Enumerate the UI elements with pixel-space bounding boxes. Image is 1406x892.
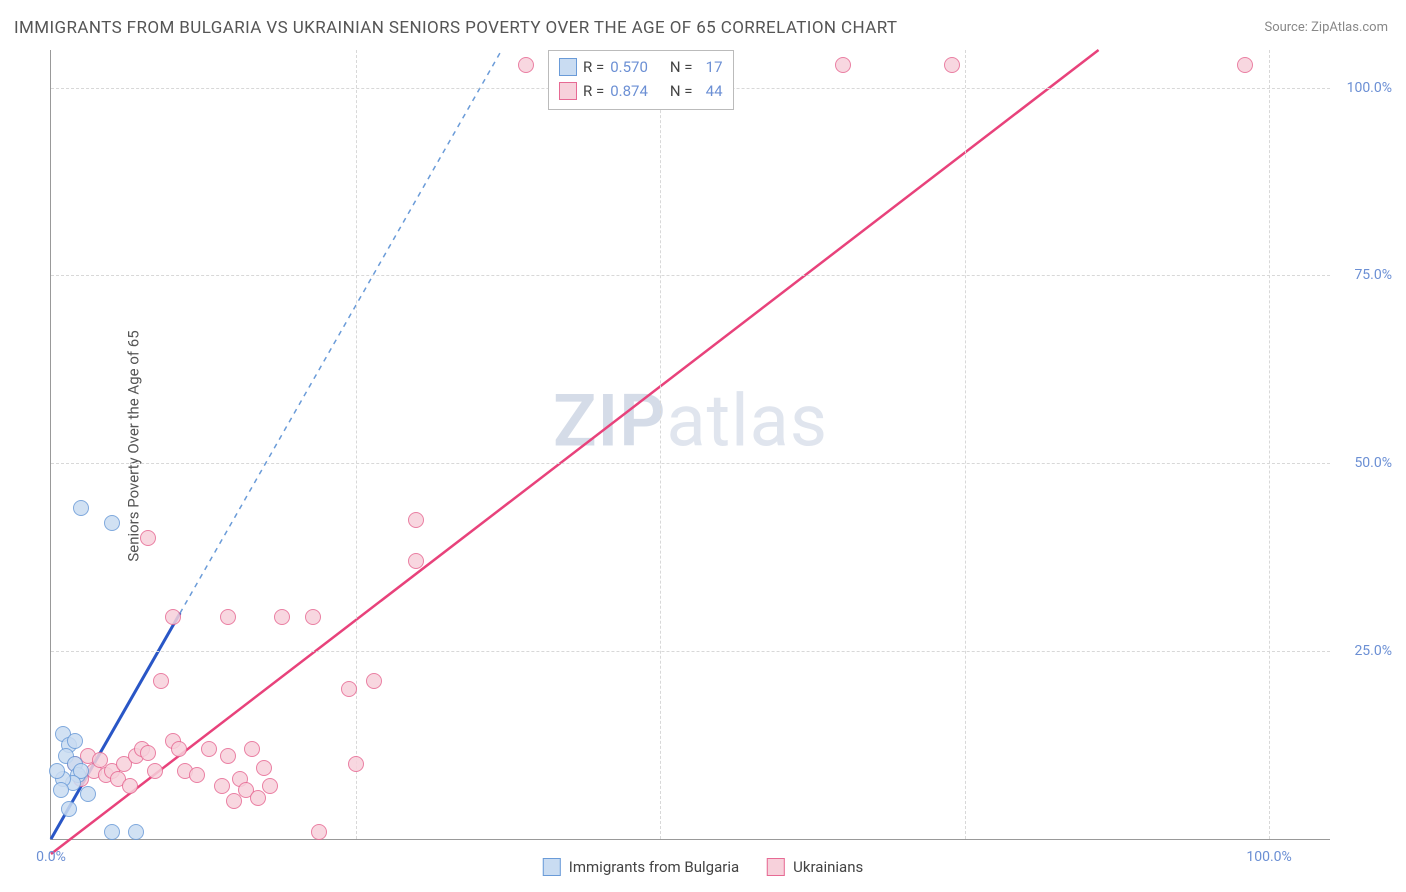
legend-swatch-icon xyxy=(543,858,561,876)
gridline-vertical xyxy=(356,50,357,839)
source-label: Source: ZipAtlas.com xyxy=(1264,20,1388,35)
data-point xyxy=(67,733,83,749)
n-label: N = xyxy=(670,55,693,79)
data-point xyxy=(61,801,77,817)
trend-lines-svg xyxy=(51,50,1330,839)
data-point xyxy=(153,673,169,689)
gridline-vertical xyxy=(965,50,966,839)
y-tick-label: 25.0% xyxy=(1337,643,1392,659)
data-point xyxy=(244,741,260,757)
data-point xyxy=(122,778,138,794)
data-point xyxy=(835,57,851,73)
data-point xyxy=(341,681,357,697)
legend-swatch-icon xyxy=(559,82,577,100)
data-point xyxy=(104,824,120,840)
data-point xyxy=(171,741,187,757)
data-point xyxy=(366,673,382,689)
legend-item: Ukrainians xyxy=(767,858,863,876)
legend-row: R = 0.874 N = 44 xyxy=(559,79,723,103)
chart-title: IMMIGRANTS FROM BULGARIA VS UKRAINIAN SE… xyxy=(14,18,897,38)
data-point xyxy=(49,763,65,779)
legend-row: R = 0.570 N = 17 xyxy=(559,55,723,79)
data-point xyxy=(311,824,327,840)
x-tick-label: 100.0% xyxy=(1246,849,1291,865)
data-point xyxy=(408,553,424,569)
y-tick-label: 50.0% xyxy=(1337,455,1392,471)
data-point xyxy=(220,609,236,625)
r-value: 0.570 xyxy=(610,55,648,79)
series-legend: Immigrants from Bulgaria Ukrainians xyxy=(543,858,863,876)
legend-item: Immigrants from Bulgaria xyxy=(543,858,739,876)
data-point xyxy=(80,786,96,802)
data-point xyxy=(214,778,230,794)
data-point xyxy=(348,756,364,772)
data-point xyxy=(305,609,321,625)
data-point xyxy=(73,500,89,516)
legend-swatch-icon xyxy=(559,58,577,76)
data-point xyxy=(165,609,181,625)
y-tick-label: 75.0% xyxy=(1337,267,1392,283)
r-value: 0.874 xyxy=(610,79,648,103)
data-point xyxy=(518,57,534,73)
data-point xyxy=(1237,57,1253,73)
n-label: N = xyxy=(670,79,693,103)
r-label: R = xyxy=(583,55,604,79)
data-point xyxy=(262,778,278,794)
data-point xyxy=(104,515,120,531)
legend-label: Immigrants from Bulgaria xyxy=(569,858,739,876)
legend-swatch-icon xyxy=(767,858,785,876)
data-point xyxy=(408,512,424,528)
watermark: ZIPatlas xyxy=(553,378,828,463)
n-value: 44 xyxy=(699,79,723,103)
data-point xyxy=(140,745,156,761)
gridline-vertical xyxy=(660,50,661,839)
data-point xyxy=(201,741,217,757)
gridline-horizontal xyxy=(51,651,1330,652)
watermark-atlas: atlas xyxy=(666,378,828,463)
data-point xyxy=(220,748,236,764)
data-point xyxy=(53,782,69,798)
plot-area: ZIPatlas 25.0%50.0%75.0%100.0%0.0%100.0% xyxy=(50,50,1330,840)
data-point xyxy=(128,824,144,840)
watermark-zip: ZIP xyxy=(553,378,666,463)
data-point xyxy=(256,760,272,776)
r-label: R = xyxy=(583,79,604,103)
data-point xyxy=(140,530,156,546)
data-point xyxy=(944,57,960,73)
correlation-legend: R = 0.570 N = 17 R = 0.874 N = 44 xyxy=(548,50,734,110)
data-point xyxy=(189,767,205,783)
data-point xyxy=(147,763,163,779)
x-tick-label: 0.0% xyxy=(36,849,66,865)
n-value: 17 xyxy=(699,55,723,79)
y-tick-label: 100.0% xyxy=(1337,80,1392,96)
gridline-vertical xyxy=(1269,50,1270,839)
gridline-horizontal xyxy=(51,463,1330,464)
data-point xyxy=(274,609,290,625)
gridline-horizontal xyxy=(51,275,1330,276)
legend-label: Ukrainians xyxy=(793,858,863,876)
